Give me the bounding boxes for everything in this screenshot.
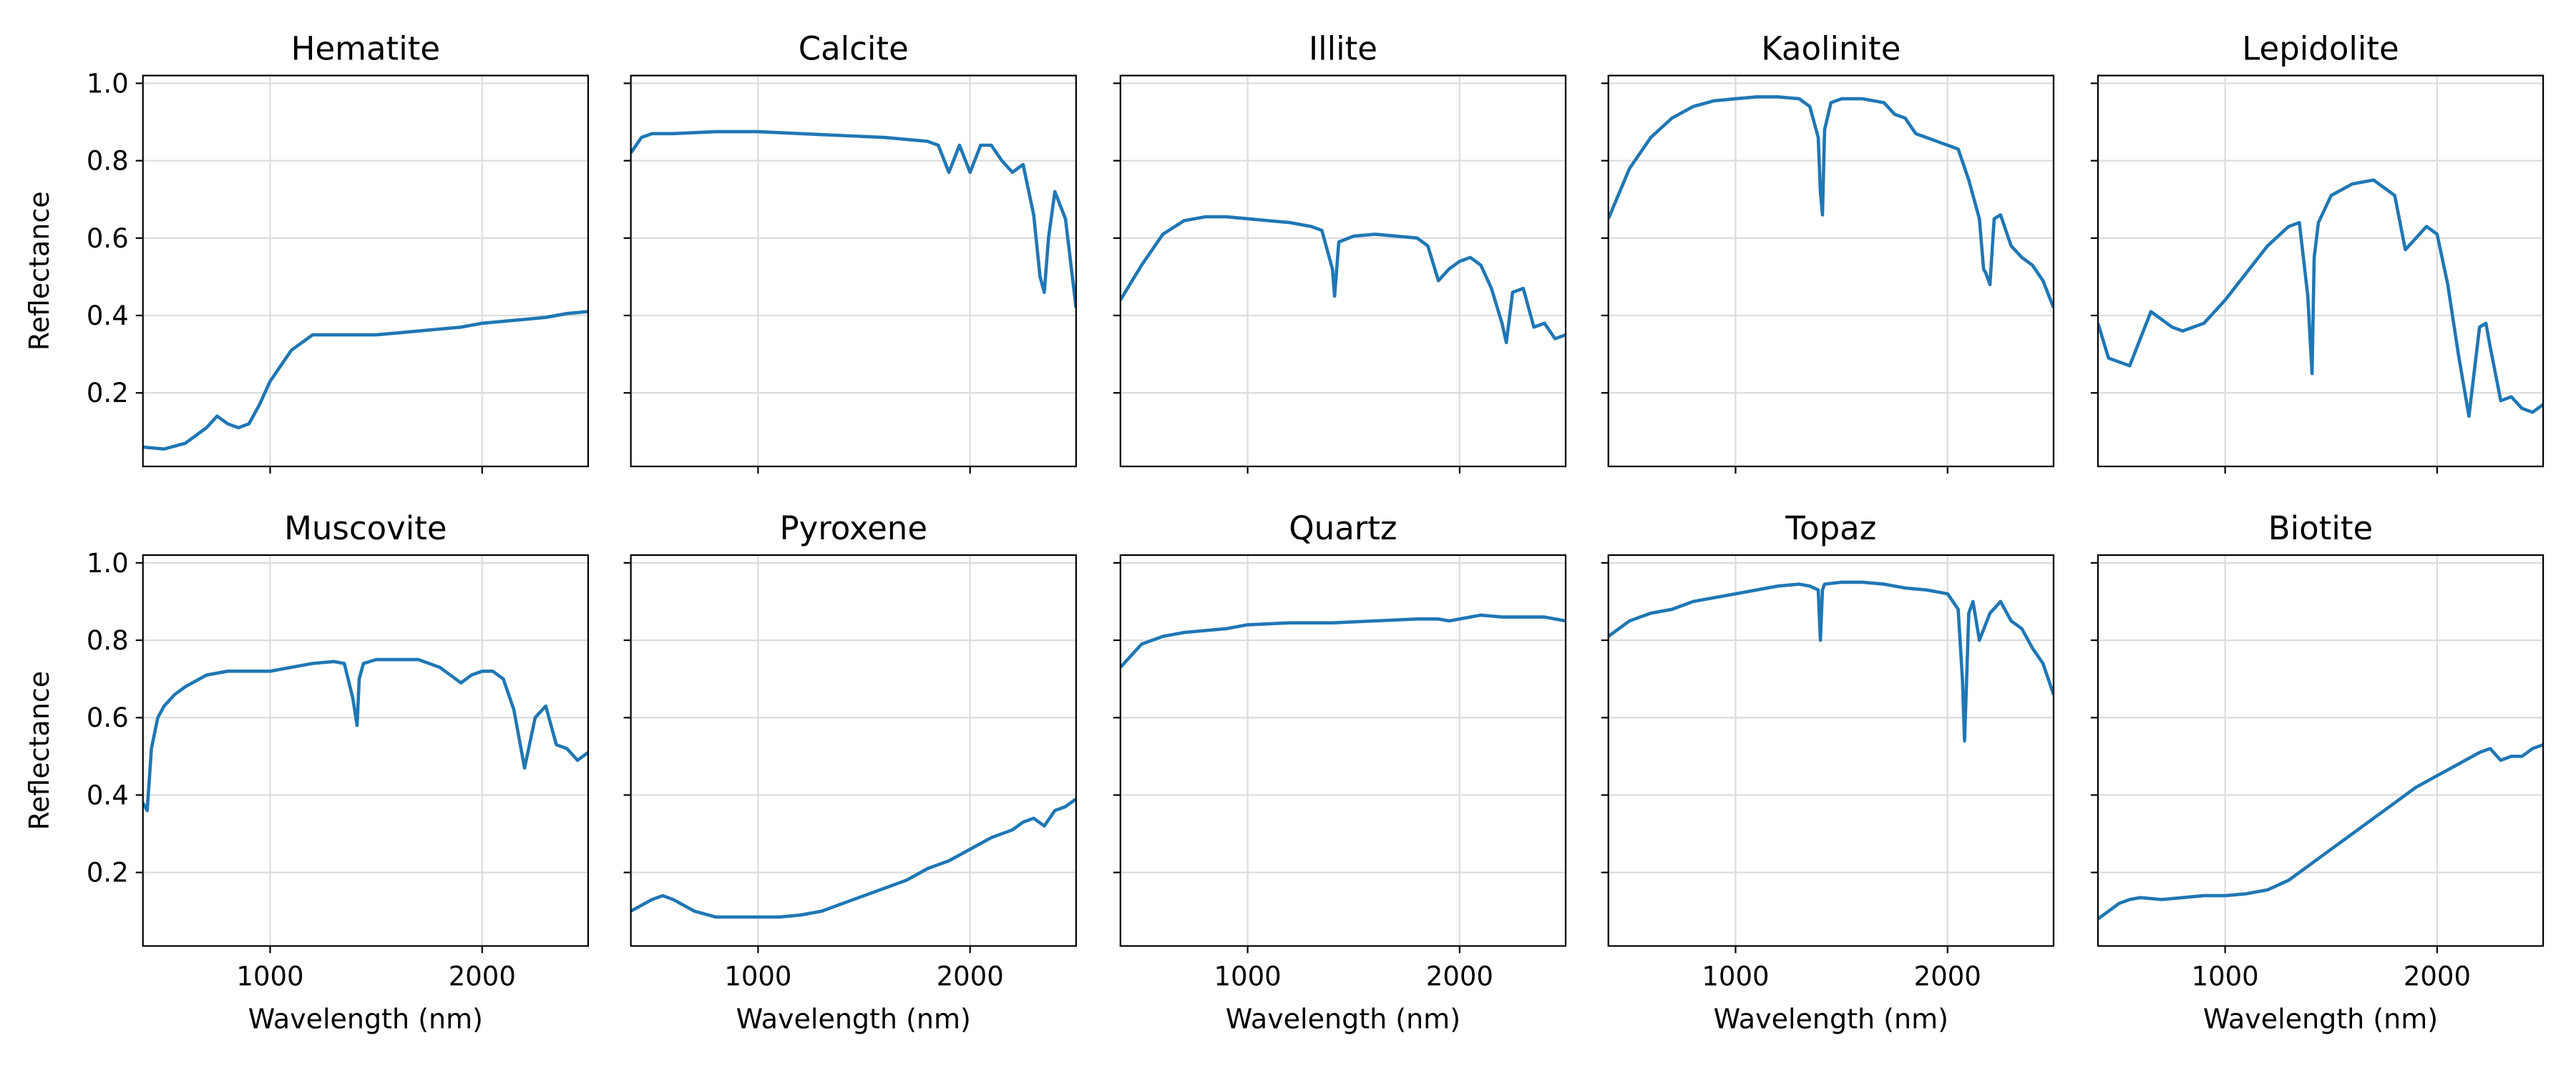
x-tick-label: 2000 bbox=[1426, 961, 1493, 991]
panel-title: Hematite bbox=[291, 30, 440, 68]
axes-frame bbox=[630, 554, 1077, 947]
panel-hematite: 0.2 0.4 0.6 0.8 1.0 Hematite Reflectance bbox=[24, 30, 590, 474]
axes-frame bbox=[2097, 554, 2545, 947]
x-axis-label: Wavelength (nm) bbox=[1714, 1003, 1948, 1034]
spectrum-line-calcite bbox=[630, 129, 1076, 308]
axes-frame bbox=[1119, 554, 1567, 947]
x-axis-label: Wavelength (nm) bbox=[1226, 1003, 1460, 1034]
y-tick-label: 0.4 bbox=[87, 780, 129, 810]
axes-frame bbox=[142, 74, 590, 468]
panel-title: Topaz bbox=[1785, 509, 1876, 547]
x-tick-label: 2000 bbox=[1914, 961, 1981, 991]
panel-title: Kaolinite bbox=[1761, 30, 1901, 68]
x-tick-label: 1000 bbox=[1702, 961, 1769, 991]
axes-frame bbox=[1607, 554, 2054, 947]
axes-frame bbox=[630, 74, 1077, 468]
axes-frame bbox=[1607, 74, 2054, 468]
axes-frame bbox=[1119, 74, 1567, 468]
panel-pyroxene: 1000 2000 Pyroxene Wavelength (nm) bbox=[623, 509, 1077, 1034]
x-tick-label: 1000 bbox=[2192, 961, 2259, 991]
panel-title: Quartz bbox=[1289, 509, 1397, 547]
spectrum-line-kaolinite bbox=[1608, 95, 2054, 309]
panel-calcite: Calcite bbox=[623, 30, 1077, 474]
x-tick-label: 1000 bbox=[1214, 961, 1282, 991]
x-tick-label: 1000 bbox=[724, 961, 791, 991]
panel-kaolinite: Kaolinite bbox=[1601, 30, 2054, 474]
x-axis-label: Wavelength (nm) bbox=[736, 1003, 971, 1034]
panel-biotite: 1000 2000 Biotite Wavelength (nm) bbox=[2090, 509, 2545, 1034]
panel-muscovite: 1000 2000 0.2 0.4 0.6 0.8 1.0 Muscovite Waveleng… bbox=[24, 509, 590, 1034]
x-tick-label: 1000 bbox=[236, 961, 303, 991]
panel-title: Biotite bbox=[2268, 509, 2373, 547]
x-tick-label: 2000 bbox=[2404, 961, 2471, 991]
spectrum-line-topaz bbox=[1608, 580, 2054, 743]
panel-lepidolite: Lepidolite bbox=[2090, 30, 2545, 474]
spectrum-line-biotite bbox=[2097, 743, 2544, 921]
spectrum-line-hematite bbox=[142, 310, 588, 451]
x-tick-label: 2000 bbox=[449, 961, 516, 991]
y-tick-label: 0.8 bbox=[87, 146, 129, 177]
panel-title: Illite bbox=[1309, 30, 1377, 68]
y-tick-label: 0.6 bbox=[87, 223, 129, 254]
panel-quartz: 1000 2000 Quartz Wavelength (nm) bbox=[1113, 509, 1567, 1034]
spectrum-line-illite bbox=[1120, 215, 1566, 345]
y-tick-label: 1.0 bbox=[87, 68, 129, 99]
panel-title: Calcite bbox=[799, 30, 909, 68]
y-tick-label: 0.8 bbox=[87, 625, 129, 656]
spectrum-line-quartz bbox=[1120, 613, 1566, 669]
panel-title: Pyroxene bbox=[779, 509, 927, 547]
y-tick-label: 0.6 bbox=[87, 702, 129, 733]
y-tick-label: 0.2 bbox=[87, 858, 129, 888]
x-tick-label: 2000 bbox=[937, 961, 1004, 991]
panel-topaz: 1000 2000 Topaz Wavelength (nm) bbox=[1601, 509, 2054, 1034]
y-tick-label: 0.2 bbox=[87, 378, 129, 408]
spectrum-line-muscovite bbox=[142, 657, 588, 813]
axes-frame bbox=[2097, 74, 2545, 468]
x-axis-label: Wavelength (nm) bbox=[2203, 1003, 2438, 1034]
x-axis-label: Wavelength (nm) bbox=[248, 1003, 483, 1034]
axes-frame bbox=[142, 554, 590, 947]
y-tick-label: 1.0 bbox=[87, 548, 129, 579]
panel-title: Muscovite bbox=[284, 509, 447, 547]
y-axis-label: Reflectance bbox=[24, 671, 55, 831]
panel-title: Lepidolite bbox=[2242, 30, 2399, 68]
spectrum-line-lepidolite bbox=[2097, 178, 2544, 418]
y-tick-label: 0.4 bbox=[87, 300, 129, 331]
panel-illite: Illite bbox=[1113, 30, 1567, 474]
y-axis-label: Reflectance bbox=[24, 191, 55, 351]
spectrum-line-pyroxene bbox=[630, 798, 1076, 919]
